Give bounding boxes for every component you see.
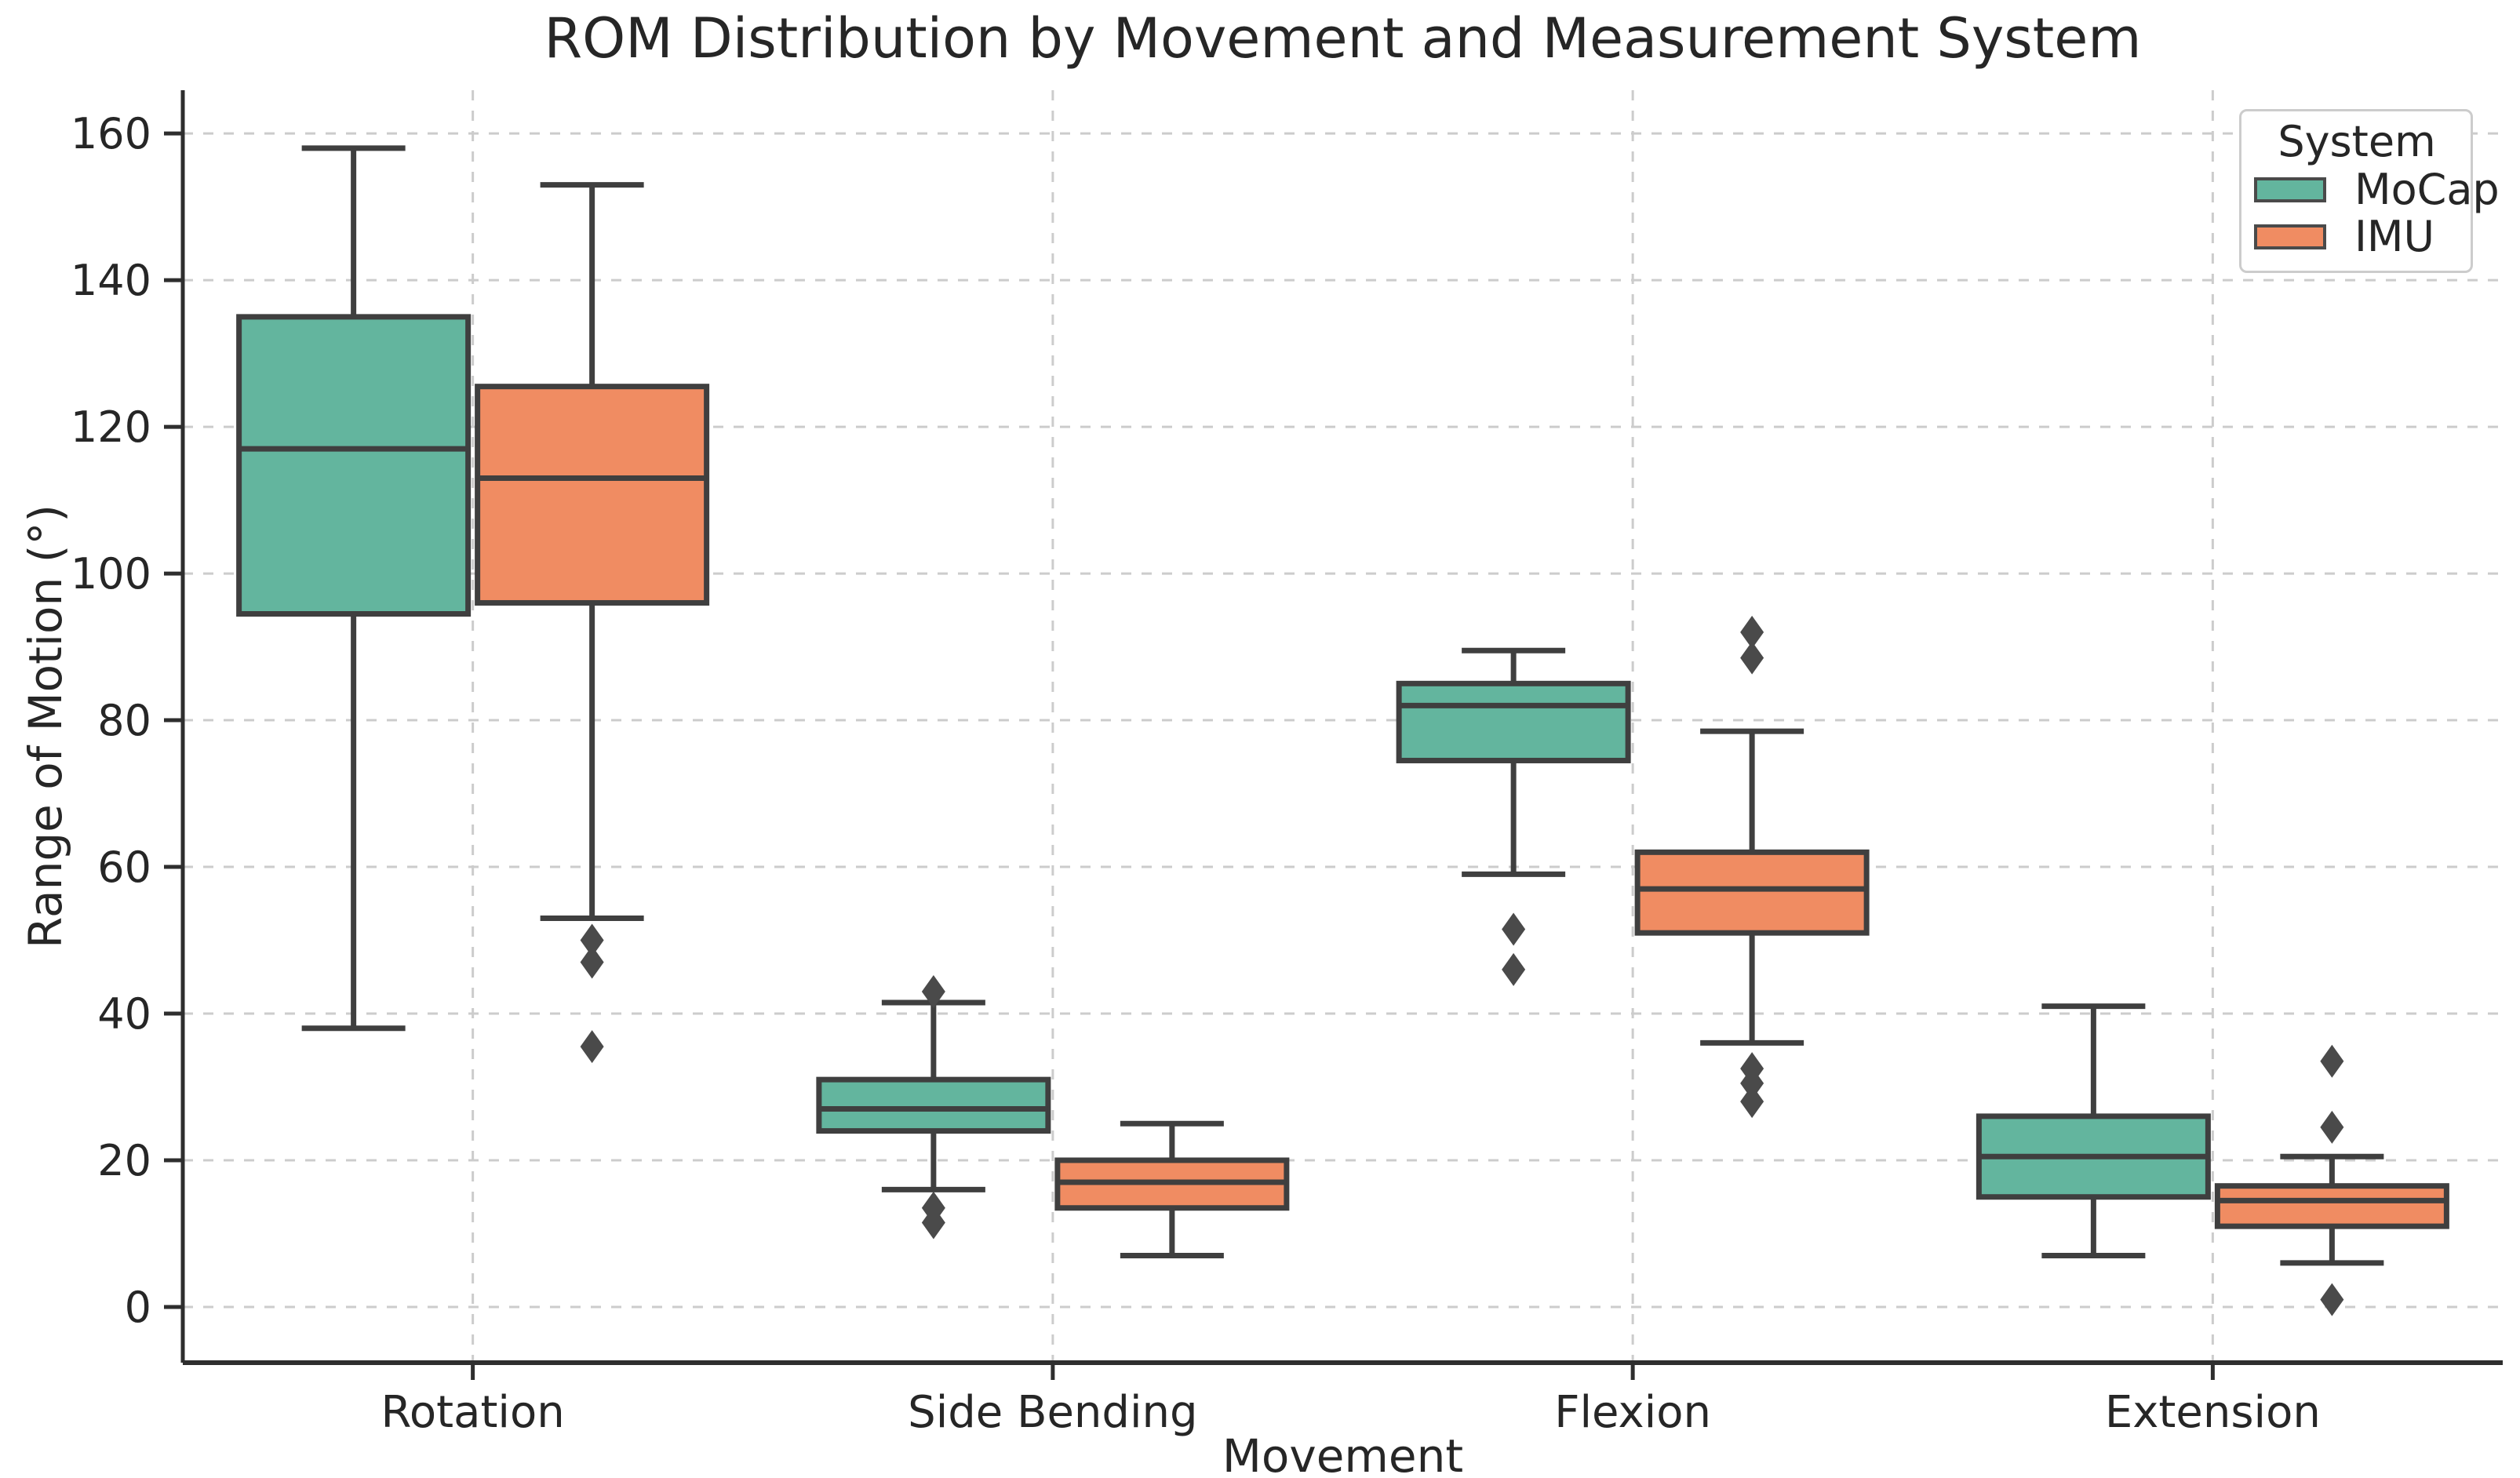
outlier-diamond-imu-flexion-4 xyxy=(1740,1085,1764,1119)
outlier-diamond-imu-rotation-2 xyxy=(580,1030,604,1064)
y-tick-label-120: 120 xyxy=(71,402,151,452)
x-tick-label-extension: Extension xyxy=(2105,1387,2321,1438)
x-tick-label-flexion: Flexion xyxy=(1554,1387,1711,1438)
outlier-diamond-mocap-flexion-0 xyxy=(1502,912,1526,946)
y-tick-label-60: 60 xyxy=(97,843,151,892)
legend-item-mocap: MoCap xyxy=(2254,168,2500,211)
y-tick-label-20: 20 xyxy=(97,1136,151,1185)
y-tick-label-40: 40 xyxy=(97,989,151,1039)
y-tick-label-160: 160 xyxy=(71,109,151,158)
x-tick-label-rotation: Rotation xyxy=(381,1387,565,1438)
outlier-diamond-mocap-flexion-1 xyxy=(1502,952,1526,986)
legend: System MoCap IMU xyxy=(2239,109,2500,273)
y-tick-label-140: 140 xyxy=(71,256,151,305)
outlier-diamond-imu-flexion-3 xyxy=(1740,1066,1764,1100)
imu-color-swatch-icon xyxy=(2254,224,2326,249)
box-mocap-rotation xyxy=(236,314,472,617)
outlier-diamond-mocap-side-bending-2 xyxy=(921,1206,945,1240)
outlier-diamond-imu-extension-2 xyxy=(2320,1283,2344,1316)
y-axis-label: Range of Motion (°) xyxy=(19,504,72,948)
box-imu-rotation xyxy=(475,384,710,606)
outlier-diamond-imu-extension-1 xyxy=(2320,1110,2344,1144)
outlier-diamond-mocap-side-bending-0 xyxy=(921,974,945,1008)
x-axis-label: Movement xyxy=(1222,1429,1464,1478)
x-tick-label-side-bending: Side Bending xyxy=(908,1387,1197,1438)
legend-label-imu: IMU xyxy=(2354,211,2435,261)
box-mocap-side-bending xyxy=(816,1076,1051,1134)
outlier-diamond-imu-rotation-0 xyxy=(580,923,604,957)
box-mocap-flexion xyxy=(1396,680,1631,763)
y-tick-label-80: 80 xyxy=(97,696,151,745)
outlier-diamond-imu-flexion-1 xyxy=(1740,641,1764,675)
chart-title: ROM Distribution by Movement and Measure… xyxy=(544,6,2142,71)
y-tick-label-0: 0 xyxy=(125,1283,151,1332)
mocap-color-swatch-icon xyxy=(2254,177,2326,202)
legend-title: System xyxy=(2278,117,2436,167)
legend-item-imu: IMU xyxy=(2254,211,2460,261)
legend-label-mocap: MoCap xyxy=(2354,164,2500,214)
outlier-diamond-imu-extension-0 xyxy=(2320,1044,2344,1078)
y-tick-label-100: 100 xyxy=(71,549,151,599)
box-imu-flexion xyxy=(1634,849,1870,936)
outlier-diamond-imu-rotation-1 xyxy=(580,945,604,979)
box-imu-extension xyxy=(2214,1183,2449,1229)
outlier-diamond-imu-flexion-0 xyxy=(1740,615,1764,649)
